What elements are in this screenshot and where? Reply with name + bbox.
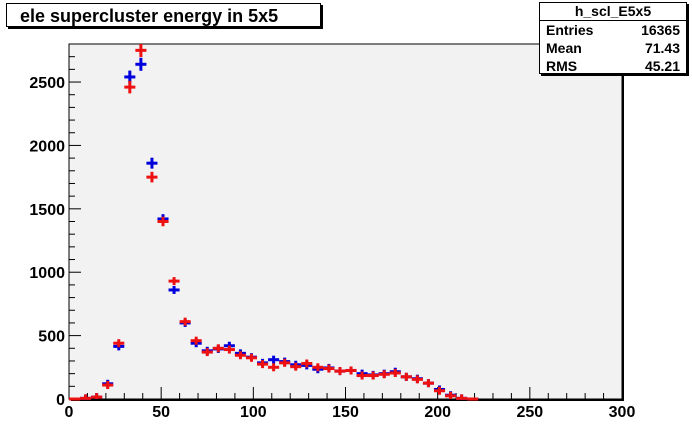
stats-histogram-name: h_scl_E5x5 [540,3,686,21]
y-tick-label: 2500 [29,75,65,92]
red-series [69,44,479,401]
y-tick-label: 500 [38,329,65,346]
stats-box: h_scl_E5x5 Entries 16365 Mean 71.43 RMS … [539,2,687,74]
y-tick-label: 1500 [29,202,65,219]
x-tick-label: 250 [516,404,543,421]
stats-row-rms: RMS 45.21 [540,57,686,75]
y-tick-label: 0 [56,392,65,409]
x-tick-label: 100 [240,404,267,421]
stats-mean-label: Mean [546,40,582,56]
x-tick-label: 200 [424,404,451,421]
chart-title: ele supercluster energy in 5x5 [6,3,321,27]
stats-mean-value: 71.43 [644,40,680,56]
stats-entries-value: 16365 [641,22,680,38]
y-tick-label: 1000 [29,265,65,282]
y-tick-label: 2000 [29,138,65,155]
stats-entries-label: Entries [546,22,594,38]
x-tick-label: 50 [152,404,170,421]
x-tick-label: 0 [65,404,74,421]
stats-row-entries: Entries 16365 [540,21,686,39]
stats-rms-value: 45.21 [644,58,680,74]
stats-rms-label: RMS [546,58,578,74]
stats-row-mean: Mean 71.43 [540,39,686,57]
plot-area [68,43,623,400]
x-tick-label: 150 [332,404,359,421]
x-tick-label: 300 [609,404,636,421]
chart-title-text: ele supercluster energy in 5x5 [20,6,279,26]
